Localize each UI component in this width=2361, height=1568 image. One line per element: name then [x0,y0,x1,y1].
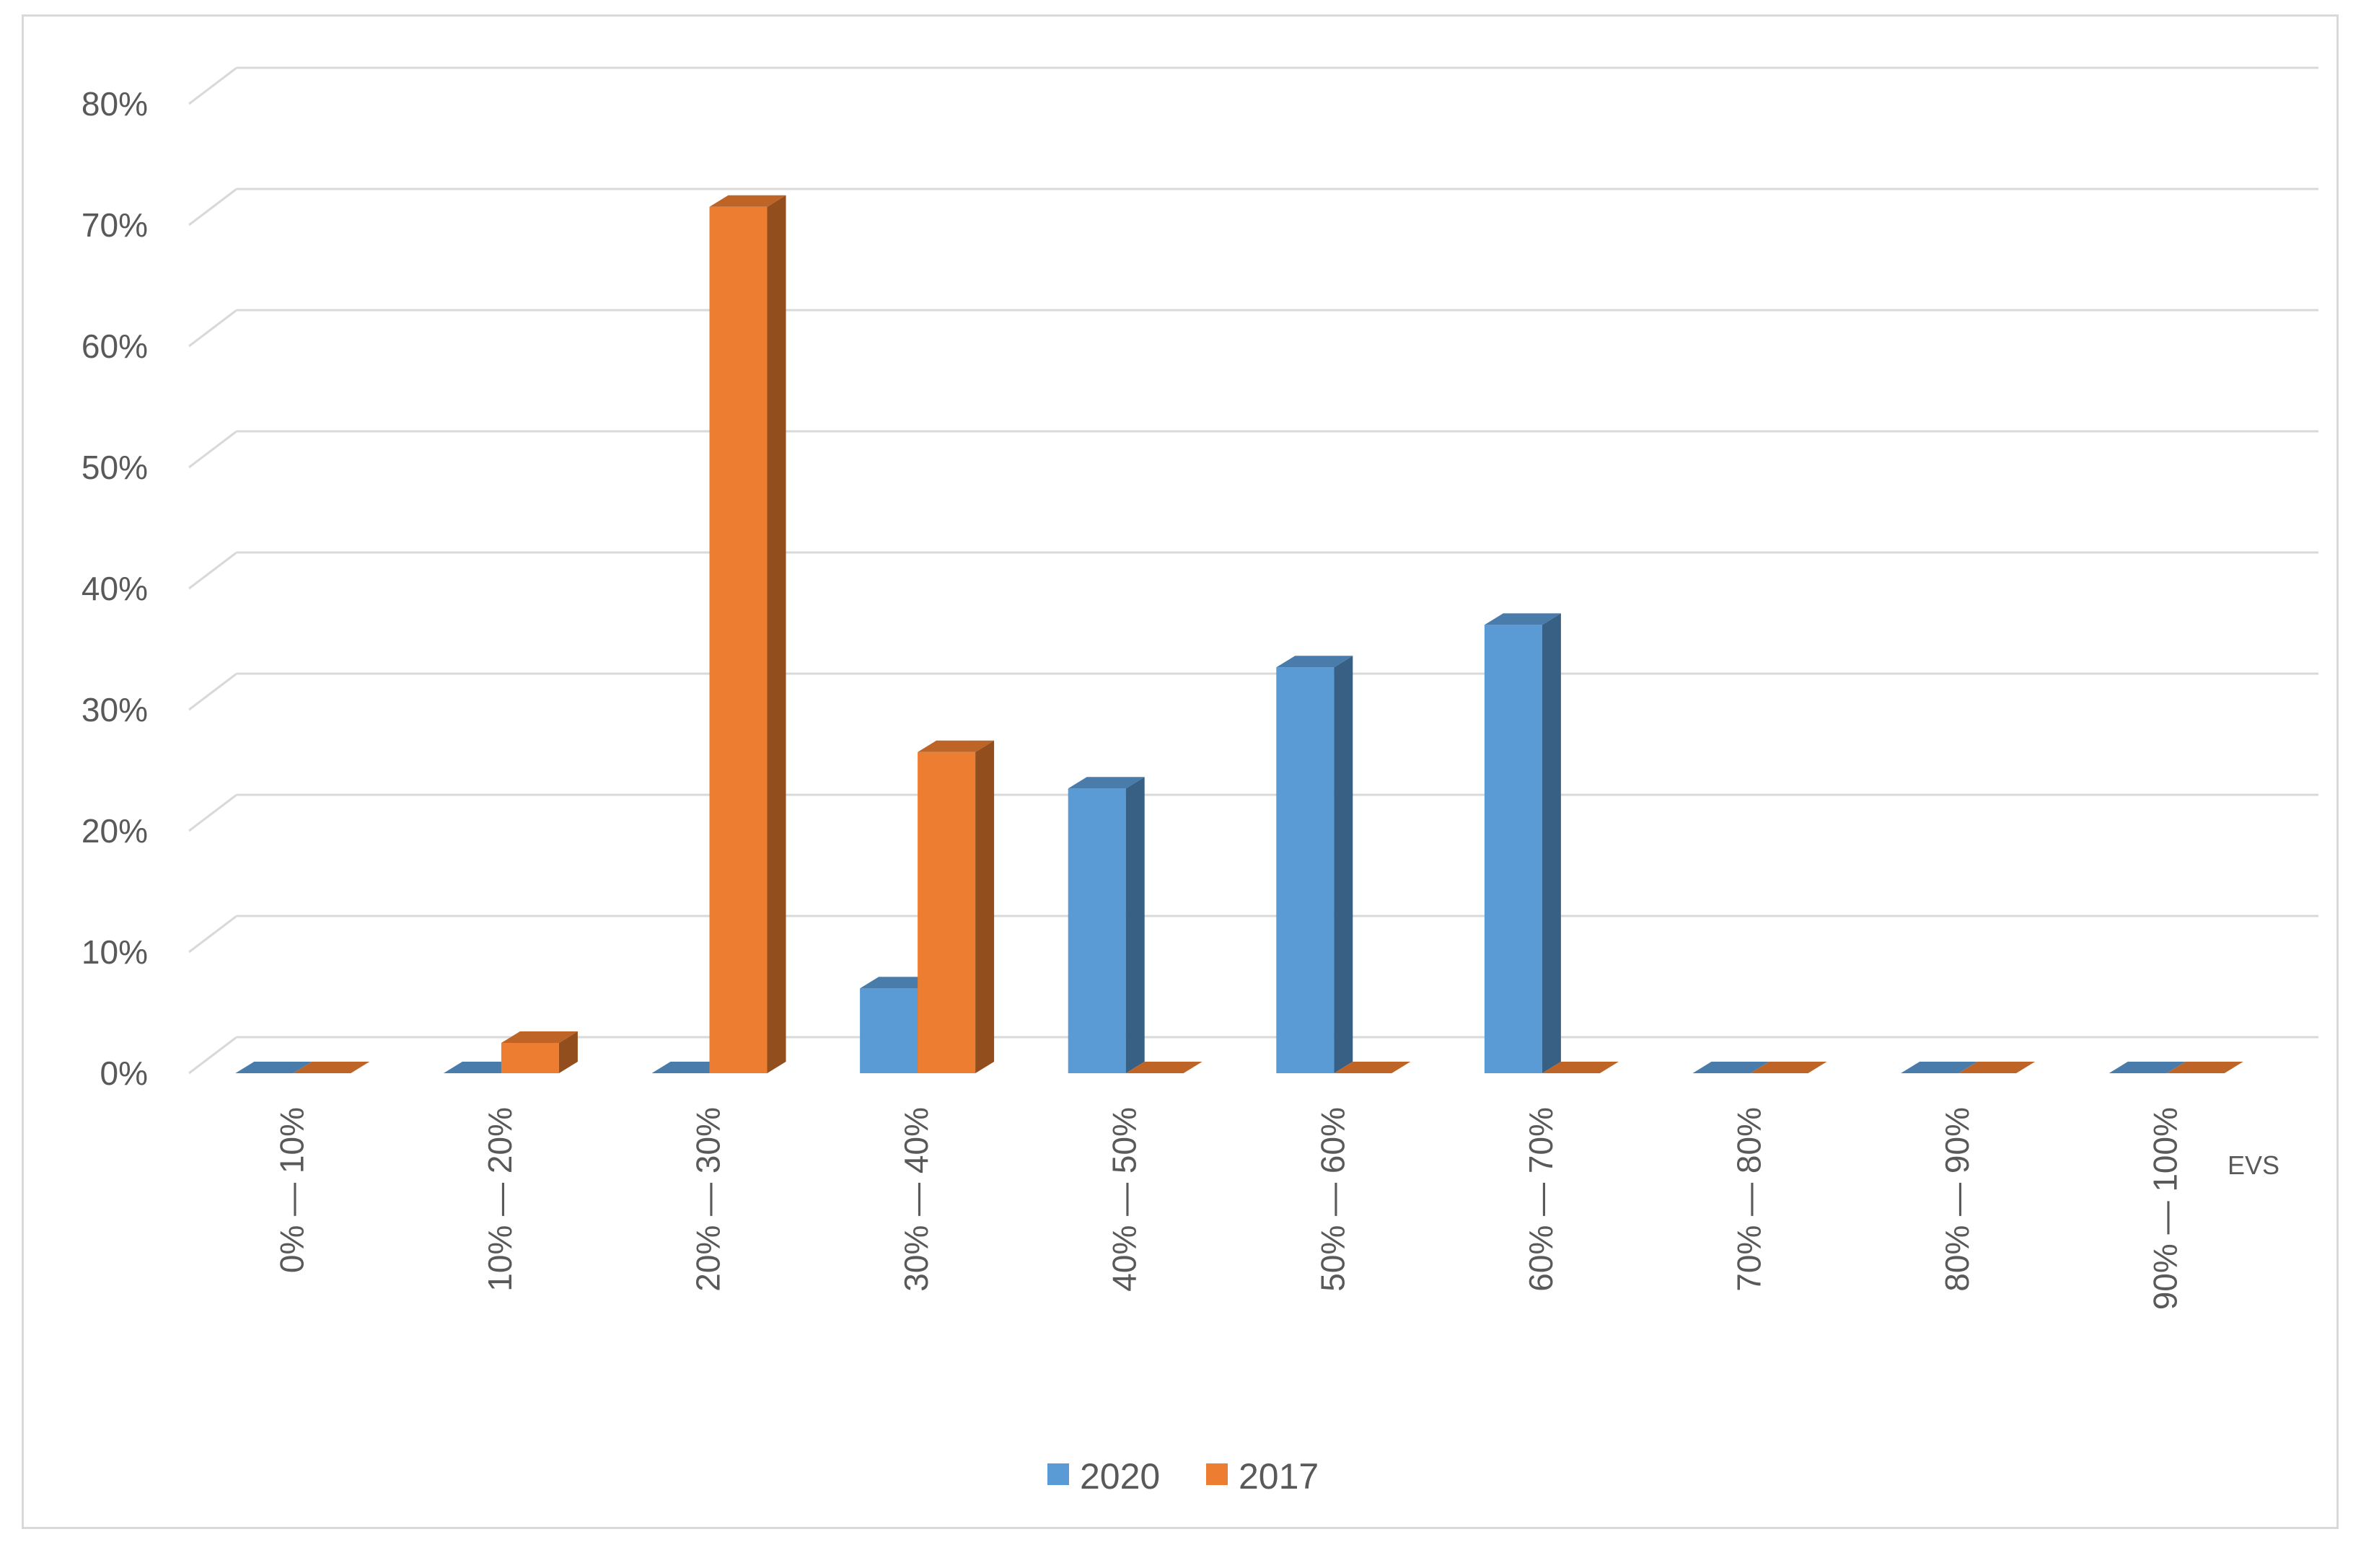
bar-top [1484,613,1561,625]
bar-2017-3 [918,740,995,1073]
x-axis-ticks: 0% — 10% 10% — 20% 20% — 30% 30% — 40% 40% —… [273,1107,2184,1310]
bar-top [1125,1062,1203,1073]
bar-2017-9 [2166,1062,2243,1073]
y-axis-ticks: 0% 10% 20% 30% 40% 50% 60% 70% 80% [82,85,148,1092]
bar-top [443,1062,520,1073]
y-tick-label: 70% [82,206,148,244]
y-tick-label: 60% [82,327,148,365]
y-tick-label: 30% [82,691,148,728]
legend: 2020 2017 [1047,1456,1319,1497]
gridline-edge [188,915,237,953]
gridline-edge [188,551,237,590]
x-tick-label: 20% — 30% [690,1107,727,1292]
bar-top [1901,1062,1978,1073]
bar-side [1125,777,1145,1073]
bar-front [1276,667,1335,1073]
gridline-edge [188,672,237,711]
bar-2020-4 [1068,777,1145,1073]
gridlines [188,66,2318,1075]
bar-top [1276,656,1353,668]
bar-top [709,195,786,207]
y-tick-label: 40% [82,570,148,607]
x-tick-label: 40% — 50% [1106,1107,1143,1292]
bars [235,195,2243,1073]
bar-front [1068,788,1126,1073]
x-tick-label: 0% — 10% [273,1107,310,1273]
bar-front [860,988,918,1073]
bar-top [1692,1062,1769,1073]
x-tick-label: 60% — 70% [1522,1107,1560,1292]
x-axis-label: EVS [2228,1150,2279,1180]
legend-label: 2020 [1080,1456,1160,1497]
bar-front [1484,625,1542,1073]
gridline-edge [188,66,237,105]
bar-top [2109,1062,2186,1073]
bar-2017-8 [1958,1062,2036,1073]
y-tick-label: 20% [82,812,148,850]
gridline-edge [188,430,237,469]
bar-top [860,977,937,989]
x-tick-label: 80% — 90% [1938,1107,1976,1292]
bar-front [709,206,768,1073]
bar-top [651,1062,729,1073]
x-tick-label: 30% — 40% [897,1107,935,1292]
legend-swatch [1047,1463,1069,1485]
bar-top [501,1031,578,1043]
bar-top [235,1062,312,1073]
bar-2020-1 [443,1062,520,1073]
y-tick-label: 10% [82,933,148,971]
gridline-edge [188,793,237,832]
legend-label: 2017 [1239,1456,1319,1497]
bar-2020-2 [651,1062,729,1073]
bar-top [918,740,995,752]
y-tick-label: 0% [100,1054,148,1092]
legend-swatch [1206,1463,1228,1485]
gridline-edge [188,309,237,348]
gridline-edge [188,188,237,226]
y-tick-label: 80% [82,85,148,123]
bar-side [1334,656,1353,1073]
bar-top [1958,1062,2036,1073]
bar-top [1068,777,1145,789]
bar-2017-4 [1125,1062,1203,1073]
x-tick-label: 50% — 60% [1314,1107,1351,1292]
bar-2020-5 [1276,656,1353,1073]
bar-2017-5 [1334,1062,1411,1073]
gridline-edge [188,1036,237,1075]
bar-2020-8 [1901,1062,1978,1073]
bar-side [975,740,995,1073]
bar-2017-7 [1750,1062,1827,1073]
bar-2020-7 [1692,1062,1769,1073]
bar-2017-6 [1542,1062,1619,1073]
bar-top [2166,1062,2243,1073]
bar-side [767,195,786,1073]
bar-side [558,1031,578,1073]
bar-2017-1 [501,1031,578,1073]
bar-2020-9 [2109,1062,2186,1073]
y-tick-label: 50% [82,449,148,486]
bar-2017-0 [293,1062,370,1073]
bar-2017-2 [709,195,786,1073]
bar-top [293,1062,370,1073]
x-tick-label: 70% — 80% [1731,1107,1768,1292]
bar-side [1542,613,1561,1073]
bar-2020-0 [235,1062,312,1073]
bar-front [918,752,976,1073]
bar-top [1750,1062,1827,1073]
bar-2020-6 [1484,613,1561,1073]
chart-frame [22,14,2339,1529]
x-tick-label: 90% — 100% [2147,1107,2184,1310]
bar-top [1334,1062,1411,1073]
x-tick-label: 10% — 20% [481,1107,519,1292]
bar-front [501,1043,559,1073]
bar-top [1542,1062,1619,1073]
